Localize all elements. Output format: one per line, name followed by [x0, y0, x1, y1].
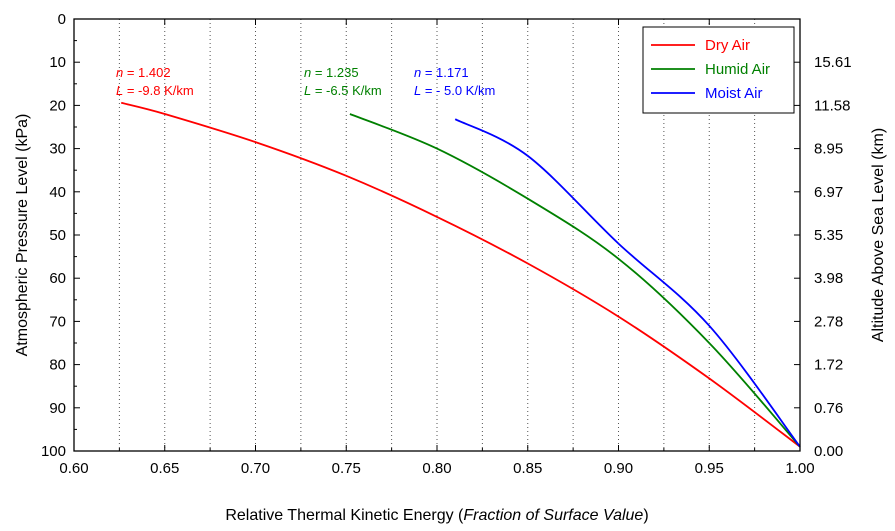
- x-tick-label: 0.95: [695, 460, 724, 477]
- x-axis-title-end: ): [643, 507, 648, 524]
- annotation-n: n = 1.402: [116, 65, 171, 80]
- annotation-l-symbol: L: [414, 83, 421, 98]
- legend-label-2: Moist Air: [705, 85, 763, 102]
- x-tick-label: 0.90: [604, 460, 633, 477]
- annotation-n-symbol: n: [116, 65, 123, 80]
- y-tick-label-right: 0.76: [814, 400, 843, 417]
- legend: Dry Air Humid Air Moist Air: [642, 26, 795, 114]
- y-tick-label-left: 10: [49, 54, 66, 71]
- annotation-l-symbol: L: [116, 83, 123, 98]
- legend-box: [642, 26, 795, 114]
- annotation-n: n = 1.235: [304, 65, 359, 80]
- annotation-l: L = -6.5 K/km: [304, 83, 382, 98]
- annotation-n-symbol: n: [414, 65, 421, 80]
- y-axis-title-right: Altitude Above Sea Level (km): [870, 128, 887, 342]
- y-tick-label-left: 80: [49, 357, 66, 374]
- annotation-l-value: = -6.5 K/km: [311, 83, 381, 98]
- legend-label-1: Humid Air: [705, 61, 770, 78]
- y-tick-label-left: 70: [49, 313, 66, 330]
- annotation-n-value: = 1.171: [421, 65, 468, 80]
- annotation-l: L = -9.8 K/km: [116, 83, 194, 98]
- annotation-n-value: = 1.402: [123, 65, 170, 80]
- x-axis-title: Relative Thermal Kinetic Energy (Fractio…: [225, 507, 648, 524]
- y-tick-label-right: 15.61: [814, 54, 852, 71]
- y-tick-label-left: 90: [49, 400, 66, 417]
- annotation-l: L = - 5.0 K/km: [414, 83, 495, 98]
- x-tick-label: 0.75: [332, 460, 361, 477]
- y-tick-label-left: 100: [41, 443, 66, 460]
- annotation-l-symbol: L: [304, 83, 311, 98]
- x-tick-label: 0.65: [150, 460, 179, 477]
- x-tick-label: 0.85: [513, 460, 542, 477]
- series-line-0: [120, 101, 801, 448]
- x-tick-label: 1.00: [785, 460, 814, 477]
- annotation-l-value: = - 5.0 K/km: [421, 83, 495, 98]
- annotation-n-symbol: n: [304, 65, 311, 80]
- annotation-n: n = 1.171: [414, 65, 469, 80]
- legend-label-0: Dry Air: [705, 37, 750, 54]
- y-tick-label-left: 20: [49, 97, 66, 114]
- y-tick-label-right: 1.72: [814, 357, 843, 374]
- x-axis-title-italic: Fraction of Surface Value: [463, 507, 643, 524]
- annotation-n-value: = 1.235: [311, 65, 358, 80]
- y-tick-label-left: 60: [49, 270, 66, 287]
- axis-ticks: 0.60 0.65 0.70 0.75 0.80 0.85 0.90 0.95 1.00 0 10 2…: [41, 11, 852, 477]
- y-tick-label-right: 11.58: [814, 97, 850, 114]
- y-tick-label-left: 40: [49, 184, 66, 201]
- y-tick-label-right: 6.97: [814, 184, 843, 201]
- series-line-2: [454, 118, 801, 448]
- y-tick-label-left: 30: [49, 141, 66, 158]
- y-tick-label-right: 5.35: [814, 227, 843, 244]
- y-axis-title-left: Atmospheric Pressure Level (kPa): [14, 114, 31, 357]
- series-line-1: [349, 113, 801, 448]
- x-axis-title-main: Relative Thermal Kinetic Energy (: [225, 507, 464, 524]
- x-tick-label: 0.80: [422, 460, 451, 477]
- x-tick-label: 0.70: [241, 460, 270, 477]
- y-tick-label-left: 0: [58, 11, 66, 28]
- x-tick-label: 0.60: [59, 460, 88, 477]
- y-tick-label-right: 2.78: [814, 313, 843, 330]
- series-group: [120, 101, 801, 448]
- y-tick-label-left: 50: [49, 227, 66, 244]
- y-tick-label-right: 8.95: [814, 141, 843, 158]
- y-tick-label-right: 3.98: [814, 270, 843, 287]
- annotation-l-value: = -9.8 K/km: [123, 83, 193, 98]
- y-tick-label-right: 0.00: [814, 443, 843, 460]
